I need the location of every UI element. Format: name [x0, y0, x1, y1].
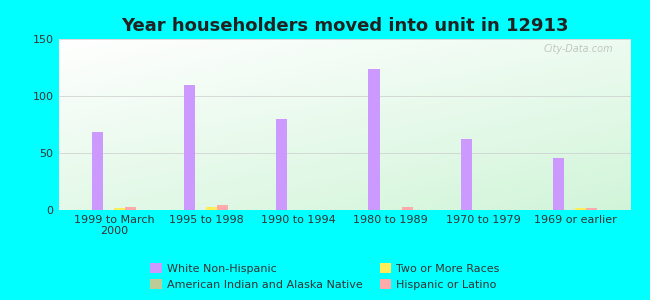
Bar: [206, 207, 217, 210]
Legend: White Non-Hispanic, American Indian and Alaska Native, Two or More Races, Hispan: White Non-Hispanic, American Indian and …: [146, 258, 504, 294]
Bar: [369, 69, 380, 210]
Bar: [276, 119, 287, 210]
Bar: [586, 208, 597, 210]
Title: Year householders moved into unit in 12913: Year householders moved into unit in 129…: [121, 17, 568, 35]
Bar: [184, 85, 195, 210]
Bar: [125, 207, 136, 210]
Bar: [461, 139, 472, 210]
Bar: [217, 206, 228, 210]
Bar: [92, 133, 103, 210]
Bar: [575, 208, 586, 210]
Bar: [402, 207, 413, 210]
Bar: [114, 208, 125, 210]
Text: City-Data.com: City-Data.com: [543, 44, 614, 54]
Bar: [553, 158, 564, 210]
